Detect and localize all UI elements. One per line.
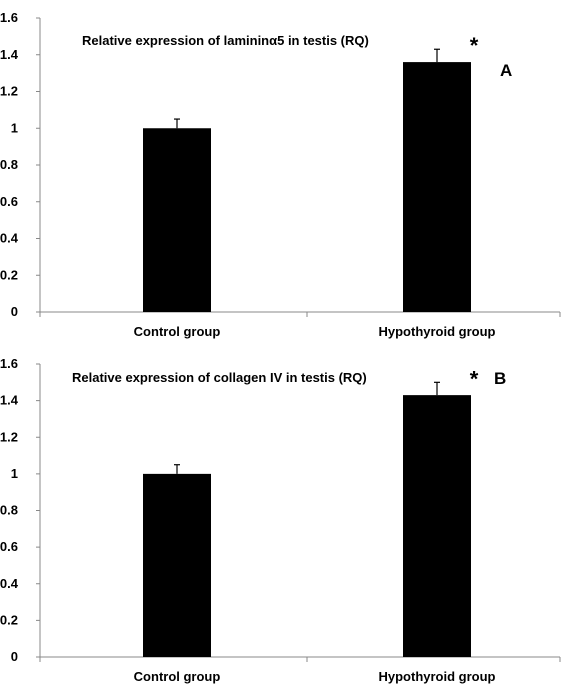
panel-a-y-tick-label: 0.6 xyxy=(0,194,18,209)
panel-a-title: Relative expression of lamininα5 in test… xyxy=(82,33,369,48)
panel-a-bar xyxy=(143,128,211,312)
panel-b-y-tick-label: 1.2 xyxy=(0,429,18,444)
panel-b-y-tick-label: 1.6 xyxy=(0,356,18,371)
panel-a-y-tick-label: 1.6 xyxy=(0,10,18,25)
panel-b-y-tick-label: 0.4 xyxy=(0,576,19,591)
panel-a-category-label: Hypothyroid group xyxy=(379,324,496,339)
panel-a-significance-marker: * xyxy=(470,33,479,58)
panel-a-y-tick-label: 1 xyxy=(11,120,18,135)
panel-b-y-tick-label: 1.4 xyxy=(0,393,19,408)
panel-b-y-tick-label: 1 xyxy=(11,466,18,481)
panel-b-y-tick-label: 0.8 xyxy=(0,503,18,518)
panel-b-y-tick-label: 0.6 xyxy=(0,539,18,554)
panel-a-panel-label: A xyxy=(500,61,512,80)
panel-a-y-tick-label: 0.2 xyxy=(0,267,18,282)
panel-b-category-label: Control group xyxy=(134,669,221,684)
panel-b-bar xyxy=(403,395,471,657)
panel-a-y-tick-label: 1.4 xyxy=(0,47,19,62)
panel-b-panel-label: B xyxy=(494,369,506,388)
panel-a-y-tick-label: 1.2 xyxy=(0,84,18,99)
panel-a-y-tick-label: 0.8 xyxy=(0,157,18,172)
panel-a-y-tick-label: 0 xyxy=(11,304,18,319)
panel-b-category-label: Hypothyroid group xyxy=(379,669,496,684)
panel-b-bar xyxy=(143,473,211,657)
panel-a-bar xyxy=(403,62,471,312)
panel-b-significance-marker: * xyxy=(470,366,479,391)
panel-a-y-tick-label: 0.4 xyxy=(0,231,19,246)
panel-b-title: Relative expression of collagen IV in te… xyxy=(72,370,367,385)
panel-b-y-tick-label: 0.2 xyxy=(0,612,18,627)
panel-a-category-label: Control group xyxy=(134,324,221,339)
panel-b-y-tick-label: 0 xyxy=(11,649,18,664)
